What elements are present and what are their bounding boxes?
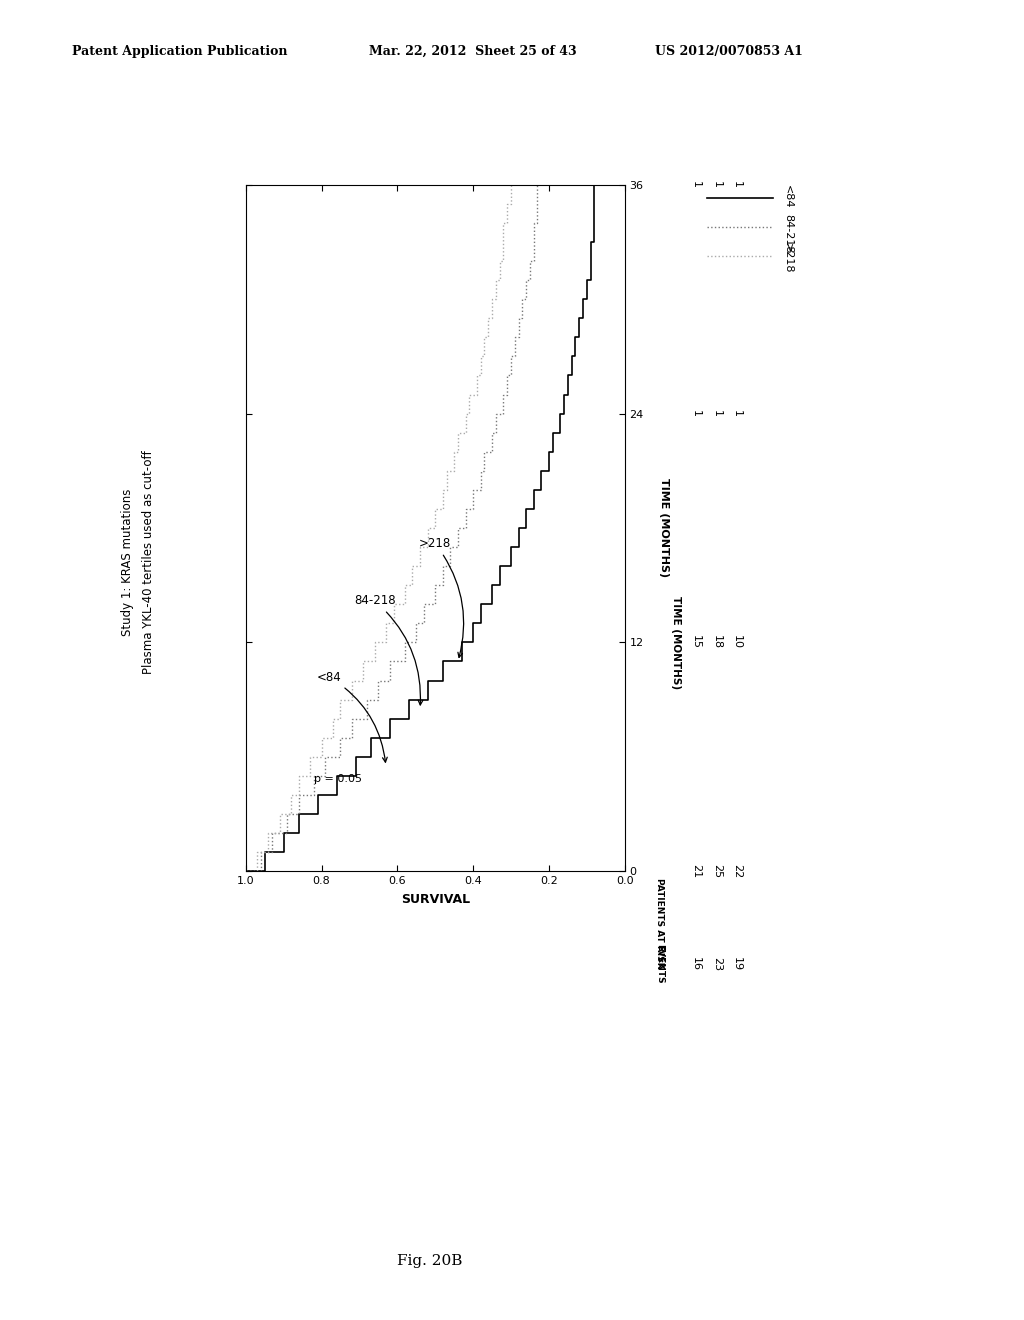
Text: 21: 21 [691,865,701,878]
X-axis label: SURVIVAL: SURVIVAL [400,894,470,906]
Text: 1: 1 [732,181,742,189]
Text: 1: 1 [712,181,722,189]
Text: <84: <84 [783,185,794,209]
Text: Study 1: KRAS mutations
Plasma YKL-40 tertiles used as cut-off: Study 1: KRAS mutations Plasma YKL-40 te… [121,450,156,675]
Text: 18: 18 [712,635,722,649]
Text: 10: 10 [732,635,742,649]
Text: <84: <84 [316,671,387,762]
Text: 15: 15 [691,635,701,649]
Text: Patent Application Publication: Patent Application Publication [72,45,287,58]
Text: Fig. 20B: Fig. 20B [397,1254,463,1267]
Text: 1: 1 [691,181,701,189]
Text: >218: >218 [419,537,464,657]
Text: 1: 1 [712,411,722,417]
Text: >218: >218 [783,243,794,273]
Text: 19: 19 [732,957,742,970]
Text: 1: 1 [732,411,742,417]
Y-axis label: TIME (MONTHS): TIME (MONTHS) [658,478,669,578]
Text: TIME (MONTHS): TIME (MONTHS) [671,595,681,689]
Text: p = 0.05: p = 0.05 [314,774,361,784]
Text: 22: 22 [732,865,742,878]
Text: 84-218: 84-218 [353,594,423,705]
Text: US 2012/0070853 A1: US 2012/0070853 A1 [655,45,803,58]
Text: 25: 25 [712,865,722,878]
Text: 1: 1 [691,411,701,417]
Text: Mar. 22, 2012  Sheet 25 of 43: Mar. 22, 2012 Sheet 25 of 43 [369,45,577,58]
Text: 84-218: 84-218 [783,214,794,253]
Text: PATIENTS AT RISK: PATIENTS AT RISK [655,878,665,969]
Text: 16: 16 [691,957,701,970]
Text: EVENTS: EVENTS [655,944,665,983]
Text: 23: 23 [712,957,722,970]
